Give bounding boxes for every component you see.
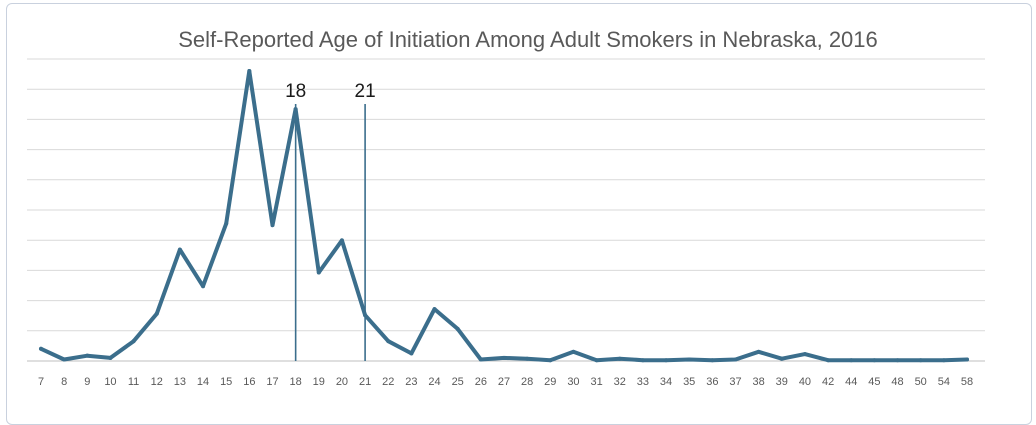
data-point-age-13 (177, 247, 182, 252)
x-tick-label: 7 (38, 376, 44, 388)
x-tick-label: 18 (290, 376, 302, 388)
data-point-age-25 (455, 326, 460, 331)
x-tick-label: 11 (128, 376, 139, 388)
x-tick-label: 40 (799, 376, 811, 388)
x-tick-label: 37 (729, 376, 741, 388)
data-point-age-39 (779, 356, 784, 361)
data-point-age-7 (39, 346, 43, 351)
data-point-age-26 (478, 357, 483, 362)
x-tick-label: 48 (891, 376, 903, 388)
x-tick-label: 9 (84, 376, 90, 388)
data-point-age-15 (224, 221, 229, 226)
x-tick-label: 32 (614, 376, 626, 388)
data-point-age-9 (85, 353, 90, 358)
data-point-age-34 (664, 358, 669, 363)
gridlines (27, 58, 985, 362)
data-point-age-23 (409, 351, 414, 356)
data-point-age-45 (872, 358, 877, 363)
data-point-age-30 (571, 349, 576, 354)
series-lines (39, 69, 969, 363)
data-point-age-33 (640, 358, 645, 363)
reference-lines: 18 21 (285, 81, 376, 361)
x-tick-label: 35 (683, 376, 695, 388)
data-point-age-19 (316, 270, 321, 275)
x-tick-label: 13 (174, 376, 186, 388)
x-tick-label: 28 (521, 376, 533, 388)
data-points (39, 69, 969, 363)
data-point-age-21 (363, 313, 368, 318)
line-chart: Self-Reported Age of Initiation Among Ad… (27, 27, 985, 388)
data-point-age-54 (941, 358, 946, 363)
data-point-age-27 (502, 355, 506, 360)
x-tick-label: 33 (637, 376, 649, 388)
data-point-age-36 (710, 358, 715, 363)
data-point-age-8 (62, 357, 67, 362)
data-point-age-16 (247, 69, 252, 73)
data-point-age-38 (756, 349, 761, 354)
data-point-age-28 (525, 356, 530, 361)
x-tick-label: 44 (845, 376, 857, 388)
x-tick-label: 29 (544, 376, 556, 388)
data-point-age-11 (131, 339, 136, 344)
data-point-age-17 (270, 223, 275, 228)
reference-label-18: 18 (285, 81, 306, 102)
x-tick-label: 31 (590, 376, 602, 388)
series-line (39, 69, 969, 363)
x-tick-label: 26 (475, 376, 487, 388)
x-tick-label: 19 (313, 376, 325, 388)
x-tick-label: 54 (938, 376, 950, 388)
x-tick-label: 38 (753, 376, 765, 388)
x-tick-label: 17 (266, 376, 278, 388)
data-point-age-44 (849, 358, 854, 363)
data-point-age-42 (826, 358, 831, 363)
x-tick-label: 34 (660, 376, 672, 388)
x-tick-label: 21 (359, 376, 371, 388)
data-point-age-14 (201, 284, 206, 289)
x-tick-label: 8 (61, 376, 67, 388)
data-point-age-48 (895, 358, 900, 363)
x-tick-label: 10 (104, 376, 116, 388)
data-point-age-58 (965, 357, 969, 362)
data-point-age-40 (802, 352, 807, 357)
data-point-age-50 (918, 358, 923, 363)
x-tick-label: 14 (197, 376, 209, 388)
x-tick-label: 30 (567, 376, 579, 388)
chart-title: Self-Reported Age of Initiation Among Ad… (178, 27, 878, 52)
x-tick-label: 42 (822, 376, 834, 388)
data-point-age-22 (386, 339, 391, 344)
x-tick-label: 23 (405, 376, 417, 388)
x-tick-label: 12 (151, 376, 163, 388)
x-tick-label: 15 (220, 376, 232, 388)
data-point-age-29 (548, 358, 553, 363)
x-axis-ticks: 7 8 9 10 11 12 13 14 15 16 17 18 19 20 21 22 23 24 25 26 27 2… (38, 376, 973, 388)
x-tick-label: 58 (961, 376, 973, 388)
data-point-age-18 (293, 107, 298, 112)
data-point-age-35 (687, 357, 692, 362)
x-tick-label: 25 (452, 376, 464, 388)
data-point-age-24 (432, 307, 437, 312)
x-tick-label: 22 (382, 376, 394, 388)
reference-label-21: 21 (355, 81, 376, 102)
x-tick-label: 39 (776, 376, 788, 388)
chart-frame: Self-Reported Age of Initiation Among Ad… (6, 3, 1032, 425)
data-point-age-37 (733, 357, 738, 362)
x-tick-label: 16 (243, 376, 255, 388)
data-point-age-10 (108, 355, 113, 360)
x-tick-label: 27 (498, 376, 510, 388)
data-point-age-32 (617, 356, 622, 361)
x-tick-label: 20 (336, 376, 348, 388)
x-tick-label: 36 (706, 376, 718, 388)
x-tick-label: 24 (428, 376, 440, 388)
x-tick-label: 45 (868, 376, 880, 388)
data-point-age-20 (339, 238, 344, 243)
x-tick-label: 50 (915, 376, 927, 388)
data-point-age-31 (594, 358, 599, 363)
data-point-age-12 (154, 311, 159, 316)
